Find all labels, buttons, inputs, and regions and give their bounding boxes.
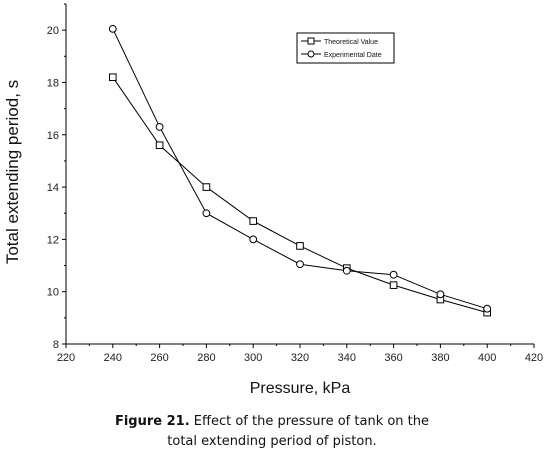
data-point-circle [249,235,258,244]
data-point-square [109,73,117,82]
figure-caption-label: Figure 21. [114,414,190,429]
series-experimental [108,24,492,313]
data-point-circle [436,290,445,299]
y-tick-label: 12 [47,234,59,246]
figure-caption-line-2: total extending period of piston. [0,432,544,451]
data-point-circle [108,24,117,33]
y-tick-label: 16 [47,130,59,142]
chart-series [108,24,492,317]
legend-marker-square [307,37,315,45]
data-point-square [202,183,211,191]
x-tick-label: 240 [104,352,122,364]
data-point-circle [389,270,398,279]
x-axis-label: Pressure, kPa [249,380,351,397]
legend-label: Theoretical Value [324,39,378,46]
data-point-circle [342,266,351,275]
data-point-circle [296,260,304,269]
x-tick-label: 260 [150,352,168,364]
legend-label: Experimental Date [324,52,382,59]
x-tick-label: 400 [478,352,496,364]
figure-caption-text-1: Effect of the pressure of tank on the [189,414,430,429]
figure-caption-text-2: total extending period of piston. [167,434,377,449]
data-point-square [296,242,304,250]
x-tick-label: 320 [291,352,309,364]
x-tick-label: 380 [431,352,449,364]
y-tick-label: 18 [47,77,59,89]
x-tick-label: 340 [338,352,356,364]
chart-legend: Theoretical Value Experimental Date [296,32,395,64]
data-point-square [389,281,398,289]
series-line [112,76,488,314]
y-axis-label: Total extending period, s [3,79,22,265]
x-tick-label: 420 [525,352,543,364]
data-point-circle [202,209,211,218]
x-tick-label: 360 [384,352,402,364]
figure-caption-line-1: Figure 21. Effect of the pressure of tan… [0,412,544,431]
y-tick-label: 20 [47,25,59,37]
data-point-square [155,141,164,150]
y-axis-label-container: Total extending period, s [1,0,25,345]
chart-ticks: 220 240 260 280 300 320 340 360 380 400 420 8 10 12 14… [47,3,543,364]
x-tick-label: 300 [244,352,262,364]
y-tick-label: 14 [47,182,59,194]
series-theoretical [109,73,491,317]
data-point-square [249,217,257,225]
data-point-circle [483,304,492,313]
legend-marker-circle [307,50,315,58]
data-point-circle [155,123,164,131]
y-tick-label: 8 [53,339,59,351]
x-tick-label: 220 [57,352,75,364]
x-tick-label: 280 [197,352,215,364]
y-tick-label: 10 [47,287,59,299]
